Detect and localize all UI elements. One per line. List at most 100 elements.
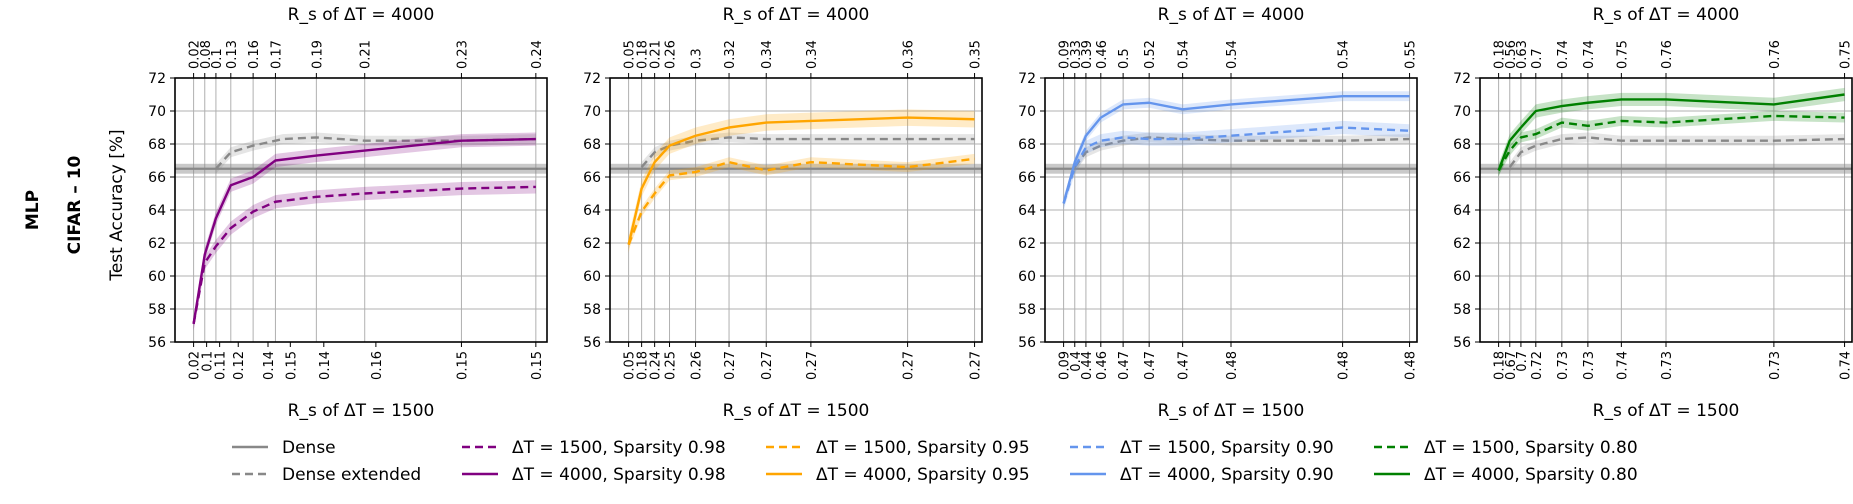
top-tick-label: 0.36: [902, 40, 917, 69]
top-tick-label: 0.32: [723, 40, 738, 69]
series-line-1: [1497, 114, 1845, 171]
y-tick-label: 60: [1018, 269, 1036, 285]
top-tick-label: 0.08: [199, 40, 214, 69]
y-tick-label: 66: [148, 170, 166, 186]
y-tick-label: 72: [1453, 71, 1471, 87]
y-tick-label: 56: [1018, 335, 1036, 351]
bottom-tick-label: 0.14: [318, 351, 333, 380]
bottom-tick-label: 0.12: [232, 351, 247, 380]
y-tick-label: 62: [1018, 236, 1036, 252]
legend-entry-label: ΔT = 4000, Sparsity 0.90: [1120, 465, 1334, 485]
top-tick-label: 0.16: [247, 40, 262, 69]
bottom-tick-label: 0.47: [1143, 351, 1158, 380]
bottom-tick-label: 0.47: [1117, 351, 1132, 380]
y-tick-label: 58: [148, 302, 166, 318]
series-band-0: [215, 132, 536, 174]
bottom-tick-label: 0.18: [1493, 351, 1508, 380]
top-tick-label: 0.63: [1515, 40, 1530, 69]
legend-entry-label: Dense extended: [282, 465, 421, 485]
top-tick-label: 0.33: [1069, 40, 1084, 69]
top-tick-label: 0.3: [690, 48, 705, 69]
legend-entry-label: Dense: [282, 438, 336, 458]
bottom-tick-label: 0.14: [262, 351, 277, 380]
bottom-tick-label: 0.46: [1095, 351, 1110, 380]
bottom-tick-label: 0.05: [623, 351, 638, 380]
y-tick-label: 62: [583, 236, 601, 252]
bottom-axis-title: R_s of ΔT = 1500: [288, 401, 435, 421]
top-tick-label: 0.76: [1660, 40, 1675, 69]
bottom-tick-label: 0.48: [1225, 351, 1240, 380]
y-tick-label: 70: [1018, 104, 1036, 120]
legend-entry-label: ΔT = 4000, Sparsity 0.98: [512, 465, 726, 485]
y-tick-label: 70: [583, 104, 601, 120]
series-band-0: [641, 132, 975, 173]
bottom-tick-label: 0.11: [214, 351, 229, 380]
bottom-tick-label: 0.15: [284, 351, 299, 380]
series-line-0: [215, 136, 536, 170]
y-tick-label: 70: [1453, 104, 1471, 120]
top-tick-label: 0.1: [210, 48, 225, 69]
bottom-tick-label: 0.27: [723, 351, 738, 380]
bottom-axis-title: R_s of ΔT = 1500: [1593, 401, 1740, 421]
y-tick-label: 58: [1453, 302, 1471, 318]
bottom-tick-label: 0.25: [664, 351, 679, 380]
top-axis-title: R_s of ΔT = 4000: [288, 5, 435, 25]
top-tick-label: 0.39: [1080, 40, 1095, 69]
bottom-tick-label: 0.27: [805, 351, 820, 380]
top-tick-label: 0.55: [1404, 40, 1419, 69]
top-tick-label: 0.46: [1095, 40, 1110, 69]
bottom-tick-label: 0.27: [760, 351, 775, 380]
top-tick-label: 0.74: [1556, 40, 1571, 69]
top-tick-label: 0.34: [805, 40, 820, 69]
top-tick-label: 0.56: [1504, 40, 1519, 69]
bottom-tick-label: 0.26: [690, 351, 705, 380]
y-tick-label: 66: [1018, 170, 1036, 186]
y-tick-label: 60: [1453, 269, 1471, 285]
bottom-tick-label: 0.1: [201, 351, 216, 372]
plot-frame: [609, 77, 983, 343]
bottom-tick-label: 0.48: [1404, 351, 1419, 380]
y-tick-label: 72: [148, 71, 166, 87]
series-band-2: [1498, 87, 1845, 177]
y-tick-label: 72: [583, 71, 601, 87]
bottom-tick-label: 0.15: [530, 351, 545, 380]
top-tick-label: 0.76: [1768, 40, 1783, 69]
top-tick-label: 0.13: [225, 40, 240, 69]
top-tick-label: 0.7: [1530, 48, 1545, 69]
y-tick-label: 68: [583, 137, 601, 153]
bottom-tick-label: 0.18: [636, 351, 651, 380]
top-tick-label: 0.19: [310, 40, 325, 69]
bottom-tick-label: 0.16: [370, 351, 385, 380]
plot-frame: [174, 77, 548, 343]
top-tick-label: 0.52: [1143, 40, 1158, 69]
y-tick-label: 58: [1018, 302, 1036, 318]
bottom-tick-label: 0.48: [1337, 351, 1352, 380]
top-tick-label: 0.21: [649, 40, 664, 69]
top-tick-label: 0.21: [359, 40, 374, 69]
legend: Dense Dense extended ΔT = 1500, Sparsity 0…: [232, 438, 1638, 485]
y-tick-label: 60: [148, 269, 166, 285]
series-band-2: [628, 109, 975, 253]
y-tick-label: 62: [148, 236, 166, 252]
y-tick-label: 66: [583, 170, 601, 186]
bottom-tick-label: 0.67: [1504, 351, 1519, 380]
top-tick-label: 0.17: [269, 40, 284, 69]
top-tick-label: 0.34: [760, 40, 775, 69]
y-tick-label: 68: [148, 137, 166, 153]
y-tick-label: 64: [1018, 203, 1036, 219]
bottom-tick-label: 0.27: [902, 351, 917, 380]
bottom-tick-label: 0.47: [1177, 351, 1192, 380]
bottom-tick-label: 0.09: [1058, 351, 1073, 380]
y-tick-label: 56: [148, 335, 166, 351]
bottom-tick-label: 0.73: [1768, 351, 1783, 380]
row-label-dataset: CIFAR – 10: [65, 155, 85, 254]
y-axis-label: Test Accuracy [%]: [107, 129, 127, 281]
y-tick-label: 64: [1453, 203, 1471, 219]
y-tick-label: 60: [583, 269, 601, 285]
bottom-tick-label: 0.15: [455, 351, 470, 380]
legend-entry-label: ΔT = 1500, Sparsity 0.80: [1424, 438, 1638, 458]
